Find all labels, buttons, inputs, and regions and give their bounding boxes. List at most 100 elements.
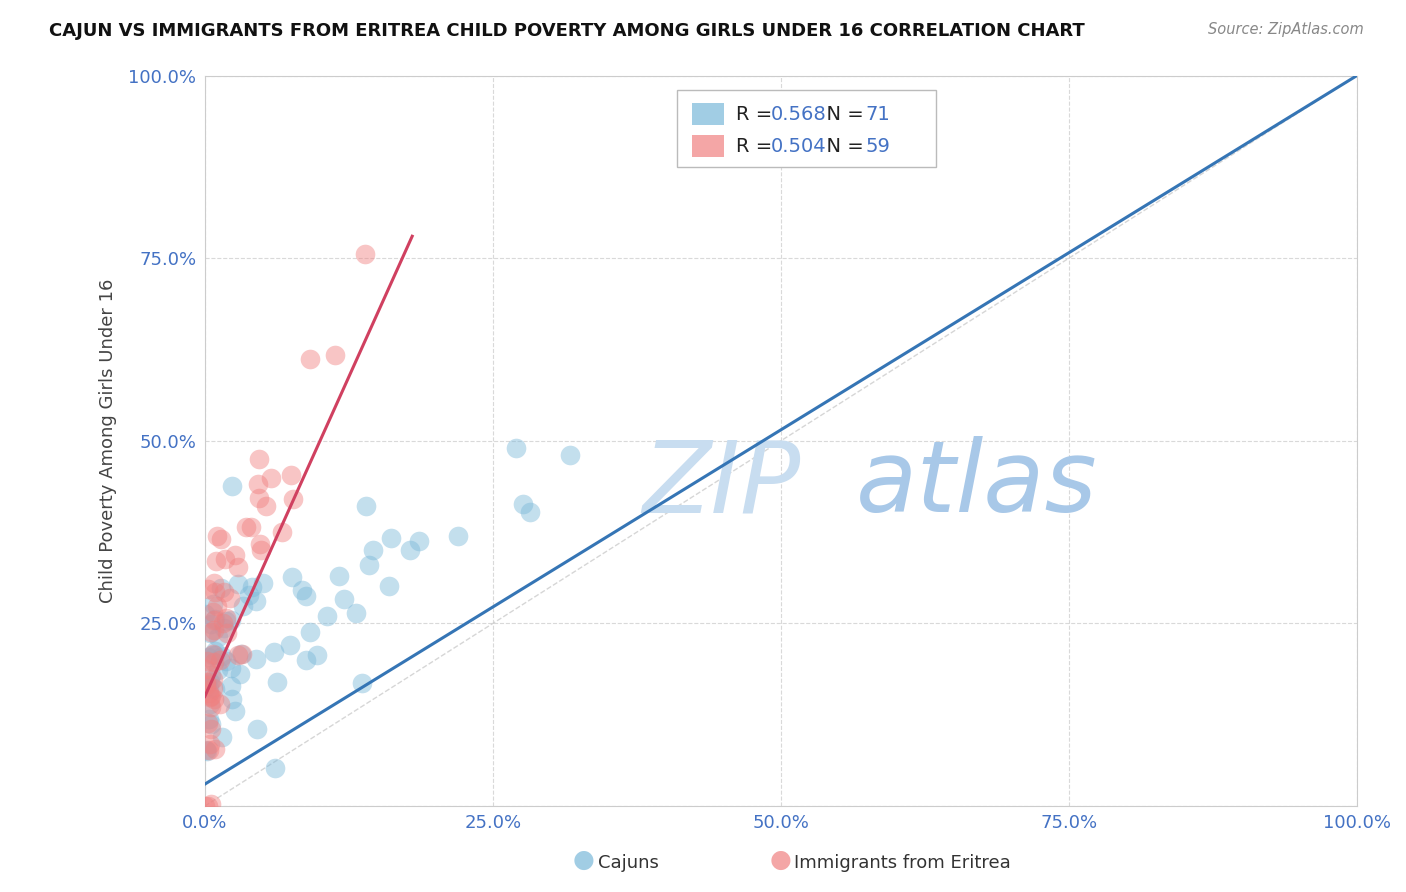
- Point: [325, 347, 347, 361]
- Point: [259, 471, 281, 485]
- Point: [202, 647, 225, 661]
- Point: [221, 479, 243, 493]
- Point: [195, 744, 218, 758]
- Point: [408, 533, 430, 548]
- Point: [378, 579, 401, 593]
- Text: ●: ●: [769, 848, 792, 872]
- FancyBboxPatch shape: [678, 90, 936, 167]
- Point: [200, 624, 222, 639]
- Text: ZIP: ZIP: [643, 436, 801, 533]
- Point: [238, 588, 260, 602]
- Point: [204, 648, 226, 662]
- Point: [209, 653, 232, 667]
- Point: [505, 441, 527, 455]
- FancyBboxPatch shape: [692, 136, 724, 157]
- Point: [354, 499, 377, 513]
- Point: [446, 528, 468, 542]
- Point: [208, 698, 231, 712]
- Point: [224, 705, 246, 719]
- Text: Immigrants from Eritrea: Immigrants from Eritrea: [794, 855, 1011, 872]
- Point: [215, 611, 238, 625]
- Point: [204, 554, 226, 568]
- FancyBboxPatch shape: [692, 103, 724, 125]
- Point: [283, 491, 305, 506]
- Point: [226, 559, 249, 574]
- Point: [231, 647, 253, 661]
- Point: [211, 730, 233, 744]
- Point: [316, 608, 339, 623]
- Point: [201, 648, 224, 663]
- Point: [200, 689, 222, 703]
- Point: [245, 652, 267, 666]
- Point: [246, 477, 269, 491]
- Point: [214, 621, 236, 635]
- Point: [205, 529, 228, 543]
- Point: [200, 722, 222, 736]
- Point: [294, 589, 316, 603]
- Point: [219, 679, 242, 693]
- Point: [198, 686, 221, 700]
- Point: [226, 577, 249, 591]
- Point: [280, 638, 302, 652]
- Point: [380, 531, 402, 545]
- Point: [198, 737, 221, 751]
- Point: [266, 675, 288, 690]
- Point: [197, 649, 219, 664]
- Point: [247, 491, 270, 505]
- Point: [246, 722, 269, 736]
- Point: [198, 697, 221, 711]
- Point: [198, 690, 221, 704]
- Point: [204, 575, 226, 590]
- Point: [207, 663, 229, 677]
- Point: [202, 623, 225, 637]
- Point: [235, 520, 257, 534]
- Point: [195, 743, 218, 757]
- Point: [280, 468, 302, 483]
- Point: [197, 582, 219, 596]
- Point: [211, 615, 233, 630]
- Point: [200, 717, 222, 731]
- Point: [207, 630, 229, 644]
- Point: [240, 520, 263, 534]
- Text: N =: N =: [814, 104, 870, 124]
- Point: [224, 548, 246, 562]
- Point: [200, 699, 222, 714]
- Point: [242, 580, 264, 594]
- Point: [209, 582, 232, 596]
- Point: [350, 676, 373, 690]
- Point: [204, 681, 226, 696]
- Point: [209, 533, 232, 547]
- Point: [263, 761, 285, 775]
- Point: [202, 681, 225, 695]
- Point: [195, 677, 218, 691]
- Point: [219, 613, 242, 627]
- Point: [204, 611, 226, 625]
- Point: [219, 661, 242, 675]
- Point: [194, 607, 217, 621]
- Point: [294, 653, 316, 667]
- Point: [249, 543, 271, 558]
- Point: [560, 448, 582, 462]
- Text: 0.504: 0.504: [770, 136, 827, 156]
- Point: [357, 558, 380, 572]
- Point: [232, 599, 254, 613]
- Point: [354, 247, 377, 261]
- Text: ●: ●: [572, 848, 595, 872]
- Point: [215, 614, 238, 628]
- Point: [194, 799, 217, 814]
- Text: R =: R =: [735, 104, 779, 124]
- Point: [298, 624, 321, 639]
- Text: N =: N =: [814, 136, 870, 156]
- Point: [229, 667, 252, 681]
- Point: [197, 681, 219, 695]
- Point: [247, 452, 270, 467]
- Point: [333, 592, 356, 607]
- Point: [221, 691, 243, 706]
- Text: R =: R =: [735, 136, 779, 156]
- Point: [204, 644, 226, 658]
- Point: [328, 569, 350, 583]
- Point: [271, 525, 294, 540]
- Point: [195, 654, 218, 668]
- Text: 0.568: 0.568: [770, 104, 827, 124]
- Text: CAJUN VS IMMIGRANTS FROM ERITREA CHILD POVERTY AMONG GIRLS UNDER 16 CORRELATION : CAJUN VS IMMIGRANTS FROM ERITREA CHILD P…: [49, 22, 1085, 40]
